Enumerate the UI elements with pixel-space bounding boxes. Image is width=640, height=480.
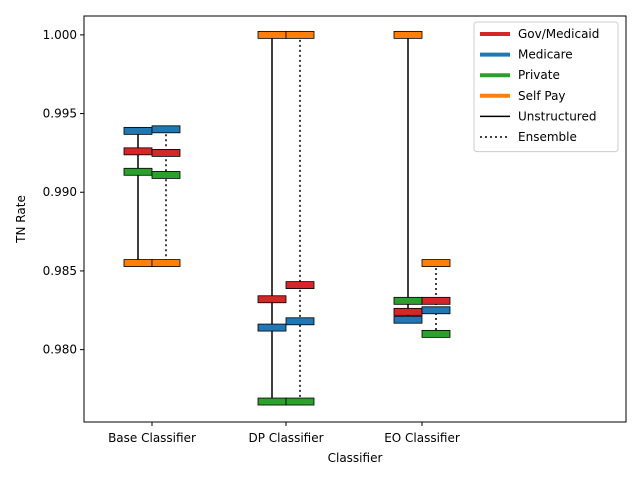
marker-ensemble-eo-classifier-self-pay <box>421 259 451 267</box>
y-tick-label: 0.995 <box>43 107 77 121</box>
marker-unstructured-base-classifier-private <box>123 167 153 176</box>
marker-unstructured-eo-classifier-gov-medicaid <box>393 307 423 316</box>
legend-label-gov-medicaid: Gov/Medicaid <box>518 27 599 41</box>
marker-ensemble-eo-classifier-medicare <box>421 306 451 315</box>
y-tick-label: 0.985 <box>43 264 77 278</box>
y-tick-label: 0.990 <box>43 185 77 199</box>
y-tick-label: 1.000 <box>43 28 77 42</box>
marker-ensemble-dp-classifier-medicare <box>285 317 315 326</box>
legend-label-private: Private <box>518 68 560 82</box>
marker-unstructured-dp-classifier-private <box>257 397 287 406</box>
marker-unstructured-eo-classifier-medicare <box>393 315 423 324</box>
marker-unstructured-base-classifier-self-pay <box>123 259 153 267</box>
x-axis-label: Classifier <box>328 451 383 465</box>
legend-label-self-pay: Self Pay <box>518 89 566 103</box>
legend-label-unstructured: Unstructured <box>518 109 596 123</box>
marker-unstructured-eo-classifier-private <box>393 296 423 305</box>
x-tick-label: Base Classifier <box>108 431 196 445</box>
marker-ensemble-dp-classifier-self-pay <box>285 30 315 39</box>
plot-frame <box>83 15 627 423</box>
marker-ensemble-base-classifier-self-pay <box>151 259 181 267</box>
y-axis-label: TN Rate <box>14 195 28 244</box>
x-tick-label: EO Classifier <box>384 431 460 445</box>
marker-ensemble-dp-classifier-private <box>285 397 315 406</box>
plot-area <box>123 30 451 406</box>
marker-ensemble-base-classifier-private <box>151 171 181 179</box>
marker-unstructured-dp-classifier-gov-medicaid <box>257 295 287 304</box>
legend-label-ensemble: Ensemble <box>518 130 577 144</box>
marker-unstructured-eo-classifier-self-pay <box>393 30 423 39</box>
marker-unstructured-base-classifier-gov-medicaid <box>123 147 153 156</box>
x-tick-label: DP Classifier <box>248 431 323 445</box>
marker-unstructured-dp-classifier-self-pay <box>257 30 287 39</box>
axes: 0.980 0.985 0.990 0.995 1.000 Base Classifier… <box>43 28 460 445</box>
marker-unstructured-base-classifier-medicare <box>123 126 153 135</box>
marker-ensemble-dp-classifier-gov-medicaid <box>285 281 315 289</box>
marker-ensemble-base-classifier-gov-medicaid <box>151 149 181 157</box>
marker-ensemble-eo-classifier-gov-medicaid <box>421 296 451 305</box>
y-tick-label: 0.980 <box>43 343 77 357</box>
marker-unstructured-dp-classifier-medicare <box>257 323 287 332</box>
marker-ensemble-eo-classifier-private <box>421 329 451 338</box>
marker-ensemble-base-classifier-medicare <box>151 125 181 134</box>
legend: Gov/Medicaid Medicare Private Self Pay Unstr… <box>473 21 619 153</box>
legend-label-medicare: Medicare <box>518 48 573 62</box>
